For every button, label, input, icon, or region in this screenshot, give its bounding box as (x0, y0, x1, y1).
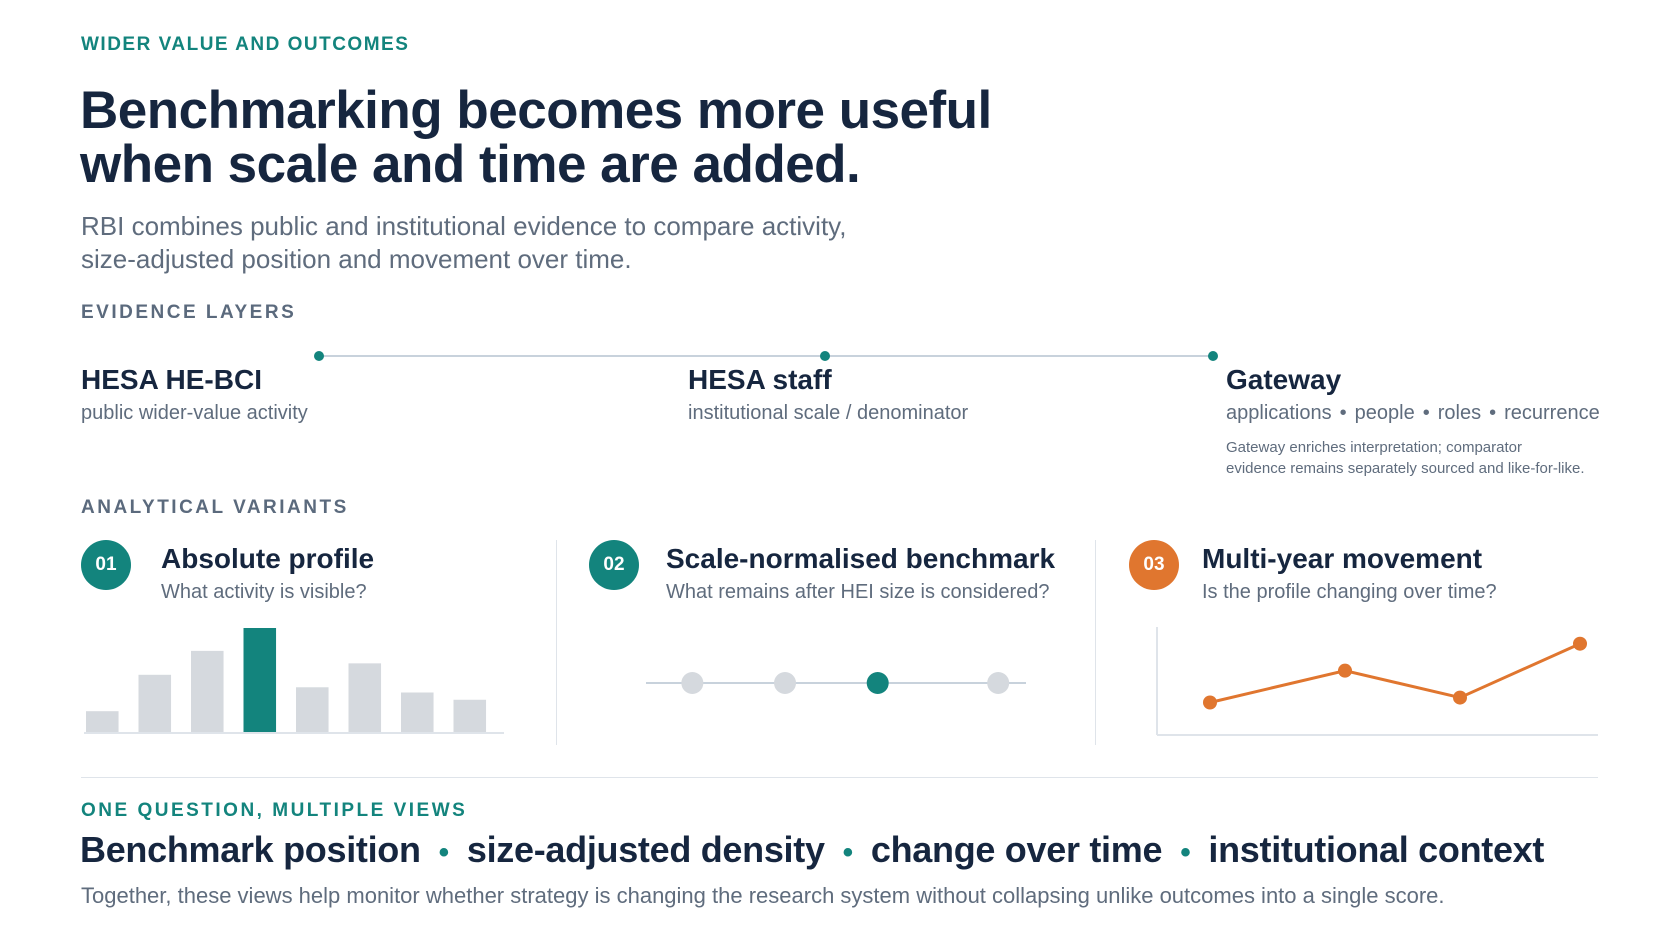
separator-dot: • (1180, 836, 1191, 869)
page-title: Benchmarking becomes more useful when sc… (80, 84, 1060, 192)
layer-name: HESA HE-BCI (81, 364, 262, 395)
variant-multi-year: Multi-year movement Is the profile chang… (1202, 543, 1497, 604)
section-eyebrow: WIDER VALUE AND OUTCOMES (81, 34, 410, 55)
variant-title: Multi-year movement (1202, 543, 1483, 574)
variant-number-badge: 03 (1129, 540, 1179, 590)
layer-desc: applications • people • roles • recurrence (1226, 402, 1606, 425)
separator-dot: • (1339, 402, 1347, 424)
variant-title: Scale-normalised benchmark (666, 543, 1056, 574)
timeline-node (820, 351, 830, 361)
views-list: Benchmark position • size-adjusted density… (80, 829, 1544, 871)
variant-question: What activity is visible? (161, 581, 367, 603)
page-subtitle: RBI combines public and institutional ev… (81, 210, 981, 276)
view-item: change over time (870, 829, 1163, 870)
section-divider (81, 777, 1598, 778)
variant-absolute-profile: Absolute profile What activity is visibl… (161, 543, 374, 604)
evidence-layer-hesa-hebci: HESA HE-BCI public wider-value activity (81, 364, 308, 425)
bar (191, 650, 224, 732)
separator-dot: • (1422, 402, 1430, 424)
variant-number-badge: 01 (81, 540, 131, 590)
gateway-note: Gateway enriches interpretation; compara… (1226, 437, 1606, 479)
variant-number-badge: 02 (589, 540, 639, 590)
gateway-item: recurrence (1504, 402, 1600, 424)
variant-divider (556, 540, 557, 745)
views-footnote: Together, these views help monitor wheth… (81, 883, 1445, 908)
evidence-layer-gateway: Gateway applications • people • roles • recurr… (1226, 364, 1606, 479)
bar (296, 687, 329, 732)
line-point (1338, 663, 1352, 678)
scale-normalised-dot-plot (646, 672, 1026, 694)
subtitle-line-2: size-adjusted position and movement over… (81, 244, 632, 274)
variant-title: Absolute profile (161, 543, 375, 574)
dot-point (866, 672, 889, 694)
bar (401, 692, 434, 732)
bar (138, 674, 172, 732)
timeline-node (314, 351, 324, 361)
gateway-note-line-1: Gateway enriches interpretation; compara… (1226, 439, 1522, 456)
evidence-layer-hesa-staff: HESA staff institutional scale / denomin… (688, 364, 968, 425)
gateway-item: roles (1437, 402, 1482, 424)
timeline-node (1208, 351, 1218, 361)
layer-desc: institutional scale / denominator (688, 402, 969, 424)
title-line-2: when scale and time are added. (80, 135, 861, 194)
separator-dot: • (842, 836, 854, 869)
separator-dot: • (438, 836, 450, 869)
view-item: institutional context (1208, 829, 1545, 870)
title-line-1: Benchmarking becomes more useful (80, 81, 992, 140)
dot-point (987, 672, 1010, 694)
gateway-item: applications (1226, 402, 1332, 424)
variant-question: Is the profile changing over time? (1202, 581, 1497, 603)
variant-scale-normalised: Scale-normalised benchmark What remains … (666, 543, 1055, 604)
view-item: Benchmark position (80, 829, 421, 870)
layer-desc: public wider-value activity (81, 402, 308, 424)
evidence-timeline (314, 351, 1218, 361)
layer-name: Gateway (1226, 364, 1342, 395)
views-heading: ONE QUESTION, MULTIPLE VIEWS (81, 800, 468, 821)
bar (243, 628, 277, 732)
gateway-item: people (1354, 402, 1415, 424)
line-series (1209, 642, 1581, 704)
line-point (1453, 690, 1467, 705)
dot-point (774, 672, 797, 694)
separator-dot: • (1489, 402, 1497, 424)
variant-question: What remains after HEI size is considere… (666, 581, 1050, 603)
absolute-profile-bar-chart (84, 628, 504, 734)
evidence-heading: EVIDENCE LAYERS (81, 302, 297, 323)
variant-divider (1095, 540, 1096, 745)
layer-name: HESA staff (688, 364, 832, 395)
dot-point (681, 672, 704, 694)
line-point (1573, 636, 1587, 651)
bar (453, 699, 487, 732)
subtitle-line-1: RBI combines public and institutional ev… (81, 211, 847, 241)
line-point (1203, 695, 1217, 710)
gateway-note-line-2: evidence remains separately sourced and … (1226, 460, 1585, 477)
variants-heading: ANALYTICAL VARIANTS (81, 497, 349, 518)
view-item: size-adjusted density (466, 829, 825, 870)
bar (348, 663, 382, 732)
multi-year-line-chart (1156, 627, 1598, 736)
bar (86, 711, 119, 732)
